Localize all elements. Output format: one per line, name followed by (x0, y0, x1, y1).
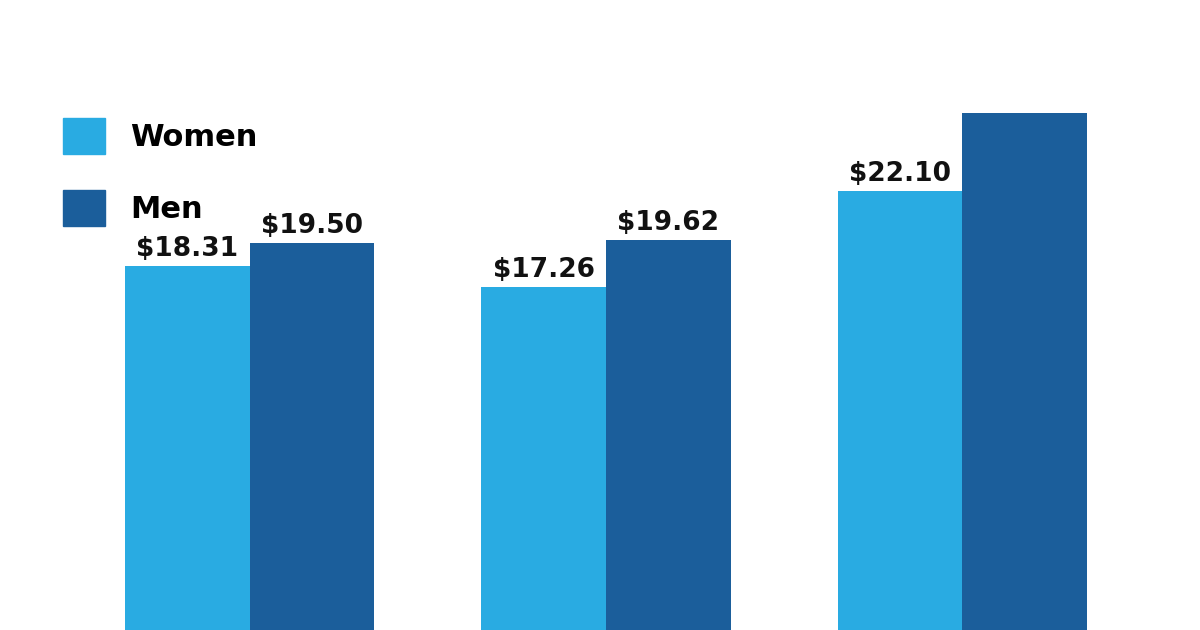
Bar (481, 287, 606, 630)
Text: $19.62: $19.62 (617, 210, 719, 236)
Bar (838, 191, 962, 630)
Bar (125, 266, 250, 630)
Bar (250, 243, 374, 630)
Bar (606, 240, 731, 630)
Text: $19.50: $19.50 (262, 212, 364, 239)
Legend: Women, Men: Women, Men (62, 118, 257, 226)
Text: $17.26: $17.26 (493, 257, 595, 283)
Text: $22.10: $22.10 (848, 161, 950, 187)
Bar (962, 103, 1087, 630)
Text: $18.31: $18.31 (137, 236, 239, 262)
